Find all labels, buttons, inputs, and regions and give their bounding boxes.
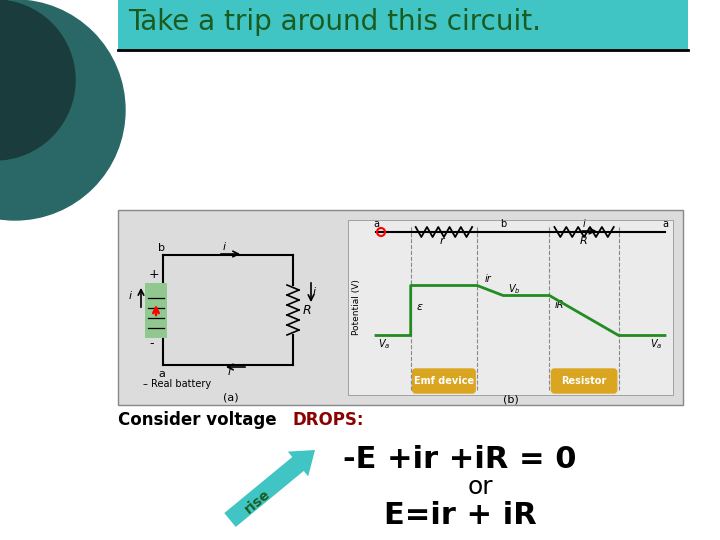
Text: R: R <box>580 236 588 246</box>
FancyBboxPatch shape <box>145 282 167 338</box>
Text: iR: iR <box>554 300 564 309</box>
Text: R: R <box>303 303 312 316</box>
Text: a: a <box>373 219 379 229</box>
Circle shape <box>0 0 75 160</box>
Text: i: i <box>582 219 585 229</box>
Text: +: + <box>149 267 160 280</box>
Text: -: - <box>149 338 153 350</box>
Text: $\varepsilon$: $\varepsilon$ <box>415 302 423 313</box>
Text: a: a <box>662 219 668 229</box>
Text: $V_b$: $V_b$ <box>508 282 521 296</box>
Text: i: i <box>228 367 231 377</box>
Text: – Real battery: – Real battery <box>143 379 211 389</box>
Text: i: i <box>129 291 132 301</box>
Text: Potential (V): Potential (V) <box>351 280 361 335</box>
Text: a: a <box>158 369 165 379</box>
Text: b: b <box>158 243 165 253</box>
Text: b: b <box>500 219 506 229</box>
Text: Emf device: Emf device <box>414 376 474 386</box>
FancyArrow shape <box>224 450 315 527</box>
FancyBboxPatch shape <box>118 0 688 50</box>
FancyBboxPatch shape <box>552 369 617 393</box>
Text: $V_a$: $V_a$ <box>378 338 390 352</box>
FancyBboxPatch shape <box>118 210 683 405</box>
Text: ir: ir <box>485 274 492 285</box>
Text: (b): (b) <box>503 394 518 404</box>
Text: Consider voltage: Consider voltage <box>118 411 282 429</box>
Text: (a): (a) <box>223 392 238 402</box>
Text: $V_a$: $V_a$ <box>650 338 662 352</box>
FancyBboxPatch shape <box>348 220 673 395</box>
Text: Take a trip around this circuit.: Take a trip around this circuit. <box>128 8 541 36</box>
Text: Resistor: Resistor <box>562 376 607 386</box>
Text: i: i <box>223 242 226 252</box>
Text: r: r <box>440 236 444 246</box>
Text: or: or <box>467 475 492 499</box>
Circle shape <box>0 0 125 220</box>
FancyBboxPatch shape <box>413 369 475 393</box>
Text: -E +ir +iR = 0: -E +ir +iR = 0 <box>343 446 577 475</box>
Text: i: i <box>313 287 316 297</box>
Text: DROPS:: DROPS: <box>293 411 364 429</box>
Text: E=ir + iR: E=ir + iR <box>384 501 536 530</box>
Text: rise: rise <box>243 487 274 517</box>
